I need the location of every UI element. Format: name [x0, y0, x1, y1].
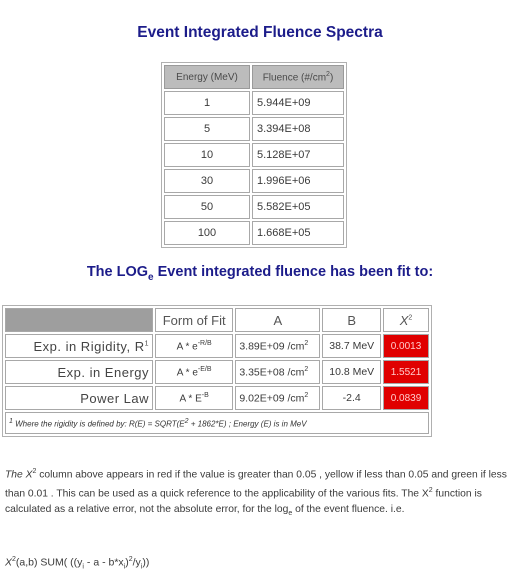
footnote-row: 1 Where the rigidity is defined by: R(E)…: [5, 412, 429, 434]
fluence-cell: 5.128E+07: [252, 143, 344, 167]
table-row: 30 1.996E+06: [164, 169, 344, 193]
fluence-table-header: Energy (MeV) Fluence (#/cm2): [164, 65, 344, 89]
a-header: A: [235, 308, 321, 332]
explanation-paragraph: The X2 column above appears in red if th…: [5, 468, 507, 517]
fluence-cell: 5.944E+09: [252, 91, 344, 115]
fit-form: A * e-R/B: [155, 334, 234, 358]
page-title: Event Integrated Fluence Spectra: [137, 24, 383, 41]
fit-a-value: 3.89E+09 /cm2: [235, 334, 321, 358]
fluence-table: Energy (MeV) Fluence (#/cm2) 1 5.944E+09 …: [161, 62, 347, 248]
fluence-header: Fluence (#/cm2): [252, 65, 344, 89]
header-blank-cell: [5, 308, 153, 332]
fit-a-value: 3.35E+08 /cm2: [235, 360, 321, 384]
chi-header: X2: [383, 308, 429, 332]
table-row: 100 1.668E+05: [164, 221, 344, 245]
fit-form: A * E-B: [155, 386, 234, 410]
fit-chi-value: 0.0839: [383, 386, 429, 410]
fit-b-value: 38.7 MeV: [322, 334, 381, 358]
chi-square-formula: X2(a,b) SUM( ((yi - a - b*xi)2/yi)): [5, 556, 150, 571]
form-header: Form of Fit: [155, 308, 234, 332]
fluence-cell: 1.668E+05: [252, 221, 344, 245]
energy-cell: 100: [164, 221, 250, 245]
fit-form: A * e-E/B: [155, 360, 234, 384]
table-row: Exp. in Energy A * e-E/B 3.35E+08 /cm2 1…: [5, 360, 429, 384]
fluence-cell: 1.996E+06: [252, 169, 344, 193]
fluence-cell: 5.582E+05: [252, 195, 344, 219]
table-row: Power Law A * E-B 9.02E+09 /cm2 -2.4 0.0…: [5, 386, 429, 410]
energy-cell: 50: [164, 195, 250, 219]
energy-cell: 1: [164, 91, 250, 115]
rigidity-footnote: 1 Where the rigidity is defined by: R(E)…: [5, 412, 429, 434]
fit-b-value: -2.4: [322, 386, 381, 410]
fit-title: The LOGe Event integrated fluence has be…: [86, 264, 434, 283]
fluence-cell: 3.394E+08: [252, 117, 344, 141]
fit-a-value: 9.02E+09 /cm2: [235, 386, 321, 410]
table-row: Exp. in Rigidity, R1 A * e-R/B 3.89E+09 …: [5, 334, 429, 358]
energy-header: Energy (MeV): [164, 65, 250, 89]
fit-name: Power Law: [5, 386, 153, 410]
fit-b-value: 10.8 MeV: [322, 360, 381, 384]
fit-name: Exp. in Energy: [5, 360, 153, 384]
table-row: 50 5.582E+05: [164, 195, 344, 219]
energy-cell: 5: [164, 117, 250, 141]
fit-table-header: Form of Fit A B X2: [5, 308, 429, 332]
fit-table: Form of Fit A B X2 Exp. in Rigidity, R1 …: [2, 305, 432, 437]
fit-chi-value: 0.0013: [383, 334, 429, 358]
table-row: 5 3.394E+08: [164, 117, 344, 141]
fit-name: Exp. in Rigidity, R1: [5, 334, 153, 358]
energy-cell: 10: [164, 143, 250, 167]
fit-chi-value: 1.5521: [383, 360, 429, 384]
table-row: 1 5.944E+09: [164, 91, 344, 115]
table-row: 10 5.128E+07: [164, 143, 344, 167]
b-header: B: [322, 308, 381, 332]
energy-cell: 30: [164, 169, 250, 193]
